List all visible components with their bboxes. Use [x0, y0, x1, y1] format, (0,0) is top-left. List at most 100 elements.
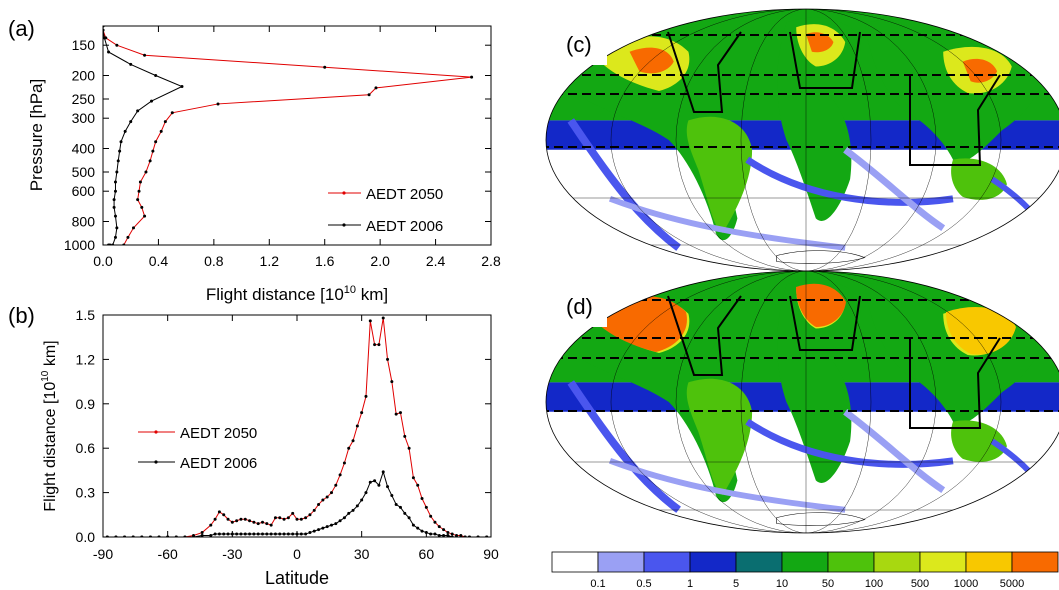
a-xtick-label: 2.0	[370, 253, 390, 269]
b-point	[334, 522, 338, 526]
a-ytick-label: 400	[72, 140, 96, 156]
b-point	[437, 534, 441, 537]
b-series-line-1	[107, 470, 487, 537]
b-point	[403, 434, 407, 438]
b-point	[446, 531, 450, 535]
b-point	[157, 535, 161, 537]
panel-a-xlabel: Flight distance [1010 km]	[206, 284, 388, 304]
a-point	[103, 26, 105, 28]
a-point	[103, 36, 106, 40]
b-point	[308, 531, 312, 535]
b-point	[213, 517, 217, 521]
b-point	[278, 516, 282, 520]
b-point	[183, 535, 187, 537]
b-point	[252, 532, 256, 536]
a-point	[115, 226, 119, 230]
a-point	[103, 28, 105, 32]
b-ytick-label: 1.5	[76, 307, 96, 323]
b-series-line-0	[107, 317, 487, 537]
b-point	[351, 439, 355, 443]
b-point	[269, 523, 273, 527]
a-point	[118, 149, 122, 153]
colorbar-box	[551, 551, 599, 573]
panel-d-label: (d)	[566, 294, 593, 319]
b-point	[338, 473, 342, 477]
b-point	[295, 517, 299, 521]
b-point	[312, 508, 316, 512]
b-xtick-label: 60	[419, 546, 435, 562]
panel-a-plot-area	[103, 26, 474, 245]
b-point	[351, 508, 355, 512]
b-point	[407, 446, 411, 450]
b-point	[463, 535, 467, 537]
legend-b-label-2006: AEDT 2006	[180, 455, 257, 472]
a-point	[143, 53, 147, 57]
a-point	[470, 75, 474, 79]
b-point	[243, 532, 247, 536]
b-point	[485, 535, 489, 537]
legend-b-label-2050: AEDT 2050	[180, 425, 257, 442]
b-point	[424, 505, 428, 509]
panel-b-ylabel: Flight distance [1010 km]	[40, 340, 59, 511]
b-point	[304, 516, 308, 520]
b-point	[433, 520, 437, 524]
b-point	[342, 461, 346, 465]
b-point	[256, 522, 260, 526]
b-point	[312, 529, 316, 533]
b-point	[429, 532, 433, 536]
b-xtick-label: 30	[354, 546, 370, 562]
a-xtick-label: 1.6	[315, 253, 335, 269]
a-point	[107, 243, 111, 245]
b-point	[394, 502, 398, 506]
b-point	[299, 517, 303, 521]
panel-b-plot-area	[105, 316, 489, 537]
b-point	[192, 535, 196, 537]
a-point	[323, 65, 327, 69]
panel-b-yaxis: 0.0 0.3 0.6 0.9 1.2 1.5	[76, 307, 491, 545]
b-point	[338, 519, 342, 523]
b-point	[200, 531, 204, 535]
a-point	[151, 149, 155, 153]
a-point	[150, 99, 153, 103]
a-point	[148, 159, 152, 163]
b-point	[252, 520, 256, 524]
b-point	[217, 510, 221, 514]
a-point	[180, 84, 184, 88]
colorbar-tick-label: 10	[776, 578, 788, 590]
b-point	[265, 522, 269, 526]
a-point	[170, 111, 174, 115]
colorbar-box	[873, 551, 921, 573]
a-point	[140, 205, 144, 209]
b-ytick-label: 0.0	[76, 529, 96, 545]
b-point	[230, 532, 234, 536]
b-point	[347, 511, 351, 515]
b-point	[450, 535, 454, 537]
a-point	[126, 235, 130, 239]
b-point	[291, 532, 295, 536]
b-xtick-label: 90	[483, 546, 499, 562]
b-point	[148, 535, 152, 537]
b-point	[304, 532, 308, 536]
a-point	[129, 62, 133, 66]
a-point	[129, 120, 133, 124]
b-point	[209, 534, 213, 537]
legend-b-marker-2006	[154, 460, 158, 464]
b-point	[420, 497, 424, 501]
b-point	[386, 485, 390, 489]
b-point	[131, 535, 135, 537]
b-point	[437, 525, 441, 529]
b-point	[459, 535, 463, 537]
a-series-line-1	[103, 26, 184, 245]
b-point	[476, 535, 480, 537]
b-point	[308, 513, 312, 517]
b-ytick-label: 1.2	[76, 351, 96, 367]
b-point	[286, 532, 290, 536]
a-xtick-label: 2.8	[481, 253, 501, 269]
a-point	[136, 198, 140, 202]
b-point	[377, 343, 381, 347]
b-point	[424, 531, 428, 535]
a-series-line-0	[103, 26, 472, 245]
b-point	[342, 516, 346, 520]
b-point	[411, 523, 415, 527]
panel-a-frame	[102, 25, 492, 246]
